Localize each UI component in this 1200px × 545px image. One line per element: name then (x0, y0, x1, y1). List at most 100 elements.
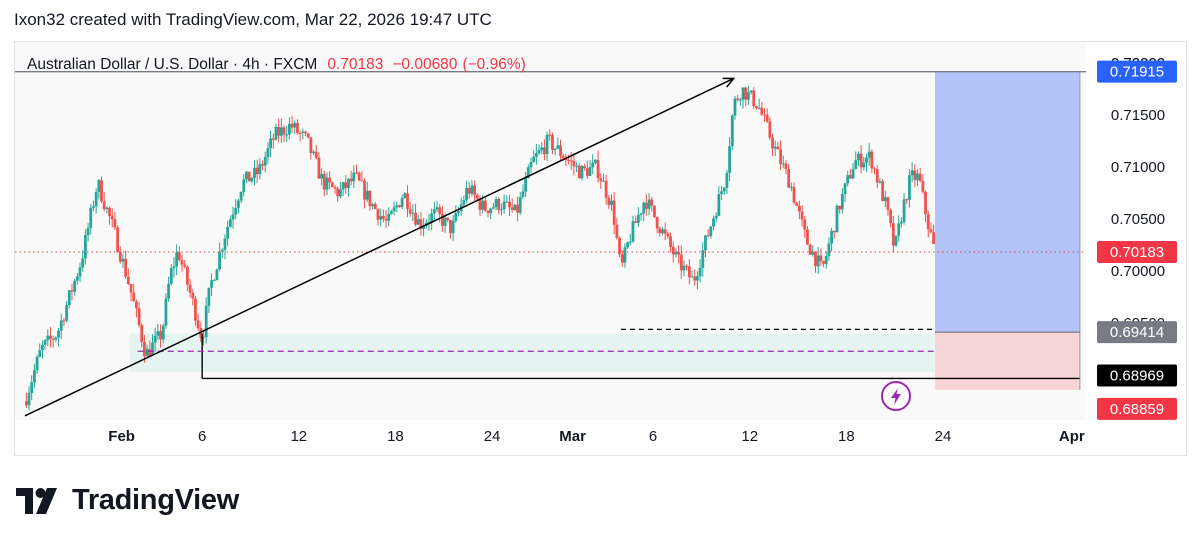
chart-panel[interactable]: Australian Dollar / U.S. Dollar · 4h · F… (14, 41, 1187, 456)
candle (57, 327, 60, 347)
candle-body (465, 187, 468, 201)
candle (755, 105, 758, 110)
time-axis[interactable]: Feb 6 12 18 24 Mar 6 12 18 24 Apr (108, 428, 1085, 445)
candle-body (491, 207, 495, 209)
candle (35, 354, 39, 374)
candle-body (65, 305, 69, 321)
candle (398, 204, 401, 208)
candle-body (236, 200, 240, 208)
candle (312, 150, 315, 156)
candle-body (588, 167, 592, 176)
candle-body (661, 229, 664, 234)
candle-body (395, 205, 399, 208)
candle-body (819, 255, 823, 262)
candle (473, 180, 477, 201)
candle-body (172, 266, 176, 269)
candle-body (250, 177, 254, 182)
price-chart[interactable]: Australian Dollar / U.S. Dollar · 4h · F… (15, 42, 1188, 457)
candle-body (129, 284, 133, 293)
candle-body (755, 106, 758, 109)
candle-body (572, 161, 576, 167)
candle (730, 114, 734, 151)
candle (62, 317, 66, 326)
candle-body (338, 189, 342, 197)
candle-body (814, 251, 817, 267)
candle-body (878, 181, 882, 183)
candle-body (81, 258, 85, 268)
candle (647, 193, 651, 216)
candle (572, 153, 576, 176)
candle-body (636, 214, 640, 223)
candle-body (712, 218, 715, 227)
candle-body (792, 187, 796, 203)
candle-body (886, 197, 890, 210)
candle (239, 191, 243, 204)
time-tick-label: Feb (108, 428, 135, 445)
candle-body (360, 180, 364, 182)
candle-body (398, 205, 401, 208)
candle-body (137, 308, 141, 326)
candle (465, 180, 468, 203)
entry-price-badge-bg (1097, 321, 1177, 344)
candle (575, 161, 579, 173)
candle (113, 211, 117, 230)
candle (551, 132, 554, 155)
candle (83, 229, 87, 265)
candle (591, 154, 595, 175)
candle-body (78, 267, 82, 277)
candle (806, 226, 809, 245)
candle (185, 265, 189, 291)
candle-body (341, 182, 345, 190)
candle-body (500, 209, 503, 211)
candle-body (760, 107, 764, 115)
candle-body (336, 188, 340, 197)
lightning-alert-icon[interactable] (881, 381, 911, 411)
candle (714, 212, 718, 223)
candle (607, 194, 611, 209)
candle-body (789, 187, 793, 189)
candle-body (105, 207, 109, 210)
candle (392, 201, 396, 216)
candle-body (832, 230, 836, 233)
candle (118, 246, 122, 264)
candle-body (857, 153, 860, 161)
candle-body (438, 207, 442, 215)
entry-price-badge-label: 0.69414 (1110, 324, 1164, 341)
candle (338, 181, 342, 199)
candle-body (422, 225, 426, 229)
candle-body (607, 197, 611, 206)
candle-body (921, 180, 925, 192)
candle-body (100, 180, 103, 202)
candle (720, 185, 723, 200)
candle (134, 299, 138, 318)
candle-body (349, 178, 353, 182)
tradingview-logo[interactable]: TradingView (16, 484, 239, 517)
candle (188, 279, 192, 298)
candle-body (97, 180, 101, 192)
candle (255, 159, 259, 184)
candle (881, 179, 885, 202)
candle (457, 206, 460, 217)
candle (926, 210, 930, 238)
candle-body (728, 146, 732, 173)
candle-body (891, 223, 895, 246)
candle (108, 206, 111, 225)
candle (738, 97, 742, 106)
candle-body (897, 223, 901, 236)
candle (932, 224, 936, 244)
candle-body (357, 172, 361, 181)
candle-body (653, 205, 656, 217)
candle (269, 130, 273, 158)
candle-body (674, 252, 678, 255)
candle-body (800, 211, 804, 220)
candle-body (513, 204, 517, 210)
candle-body (419, 219, 423, 229)
candle (159, 324, 162, 348)
candle (167, 276, 171, 302)
candle-body (848, 175, 852, 179)
candle (304, 130, 307, 137)
candle (859, 145, 863, 174)
candle (368, 190, 372, 211)
candle-body (92, 206, 95, 208)
